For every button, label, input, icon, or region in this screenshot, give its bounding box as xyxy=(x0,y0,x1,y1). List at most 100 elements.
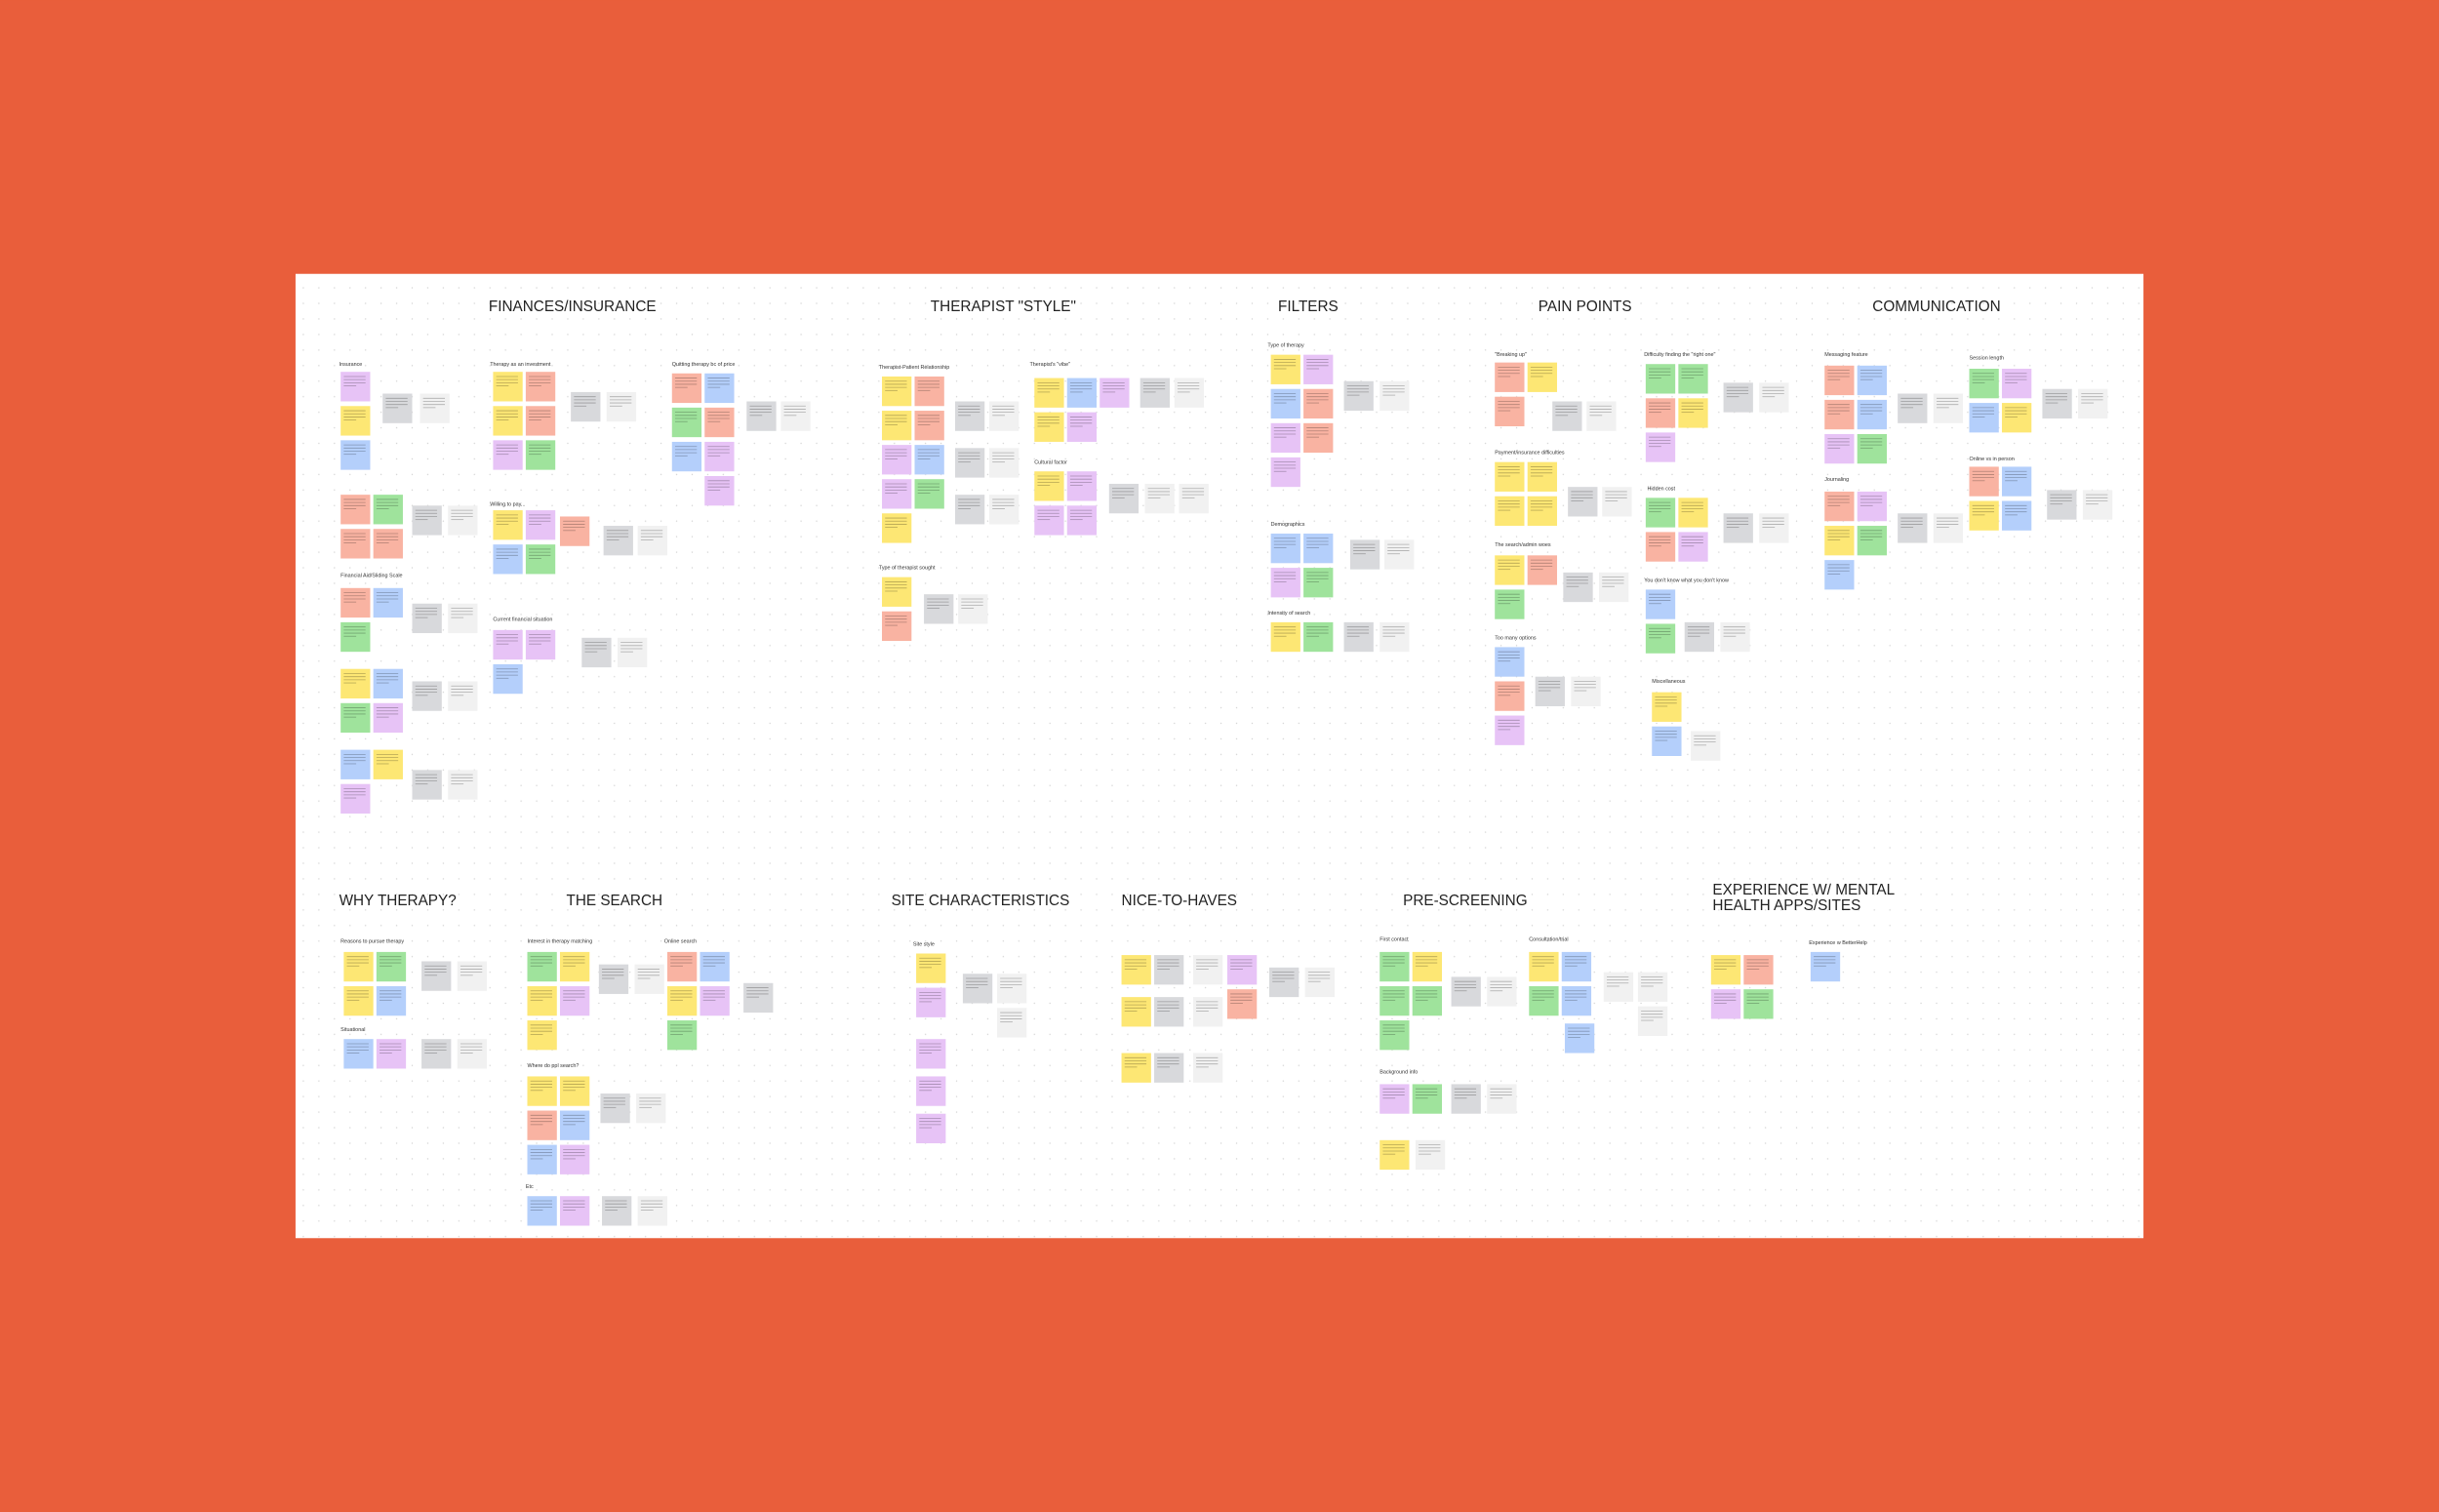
group-label: Situational xyxy=(340,1027,365,1033)
sticky-note xyxy=(1270,388,1300,419)
sticky-note xyxy=(1684,621,1715,653)
group-label: Online search xyxy=(664,938,697,944)
sticky-note xyxy=(671,373,702,404)
sticky-note xyxy=(1412,1084,1442,1114)
sticky-note xyxy=(1857,491,1887,522)
sticky-note xyxy=(1140,378,1170,408)
sticky-note xyxy=(1571,676,1601,706)
sticky-note xyxy=(882,445,912,475)
group-label: Type of therapy xyxy=(1267,343,1304,349)
section-title: THE SEARCH xyxy=(566,893,662,909)
section-title: EXPERIENCE W/ MENTAL HEALTH APPS/SITES xyxy=(1712,884,1894,914)
sticky-note xyxy=(1066,471,1098,501)
sticky-note xyxy=(493,510,523,540)
sticky-note xyxy=(1857,433,1887,464)
sticky-note xyxy=(1645,623,1676,654)
sticky-note xyxy=(1495,362,1525,392)
sticky-note xyxy=(1412,985,1442,1016)
sticky-note xyxy=(1384,539,1415,570)
sticky-note xyxy=(376,951,407,982)
sticky-note xyxy=(916,953,946,983)
group-label: Therapist's "vibe" xyxy=(1029,362,1070,368)
sticky-note xyxy=(2042,388,2072,419)
sticky-note xyxy=(1723,513,1753,543)
sticky-note xyxy=(571,391,601,422)
sticky-note xyxy=(1857,526,1887,556)
sticky-note xyxy=(340,495,371,525)
sticky-note xyxy=(1678,398,1708,428)
sticky-note xyxy=(1495,496,1525,527)
sticky-note xyxy=(1412,951,1442,982)
sticky-note xyxy=(914,376,944,407)
sticky-note xyxy=(1710,955,1741,985)
sticky-note xyxy=(1066,412,1098,442)
sticky-note xyxy=(376,985,407,1016)
sticky-note xyxy=(1527,555,1557,585)
sticky-note xyxy=(1451,976,1481,1007)
sticky-note xyxy=(989,401,1020,431)
sticky-note xyxy=(457,961,488,991)
group-label: Payment/insurance difficulties xyxy=(1495,451,1565,457)
sticky-note xyxy=(1603,972,1634,1002)
sticky-note xyxy=(1645,364,1676,394)
sticky-note xyxy=(448,681,478,711)
section-title: THERAPIST "STYLE" xyxy=(931,298,1076,315)
sticky-note xyxy=(1678,532,1708,562)
group-label: Current financial situation xyxy=(493,617,552,622)
group-label: Etc xyxy=(526,1184,534,1190)
sticky-note xyxy=(1303,534,1334,564)
sticky-note xyxy=(2047,490,2077,520)
sticky-note xyxy=(1303,388,1334,419)
sticky-note xyxy=(340,621,371,653)
group-label: Therapist-Patient Relationship xyxy=(879,365,949,371)
section-title: FINANCES/INSURANCE xyxy=(489,298,657,315)
sticky-note xyxy=(1144,483,1175,514)
sticky-note xyxy=(954,495,985,525)
sticky-note xyxy=(525,510,556,540)
sticky-note xyxy=(1451,1084,1481,1114)
labels: FINANCES/INSURANCE Insurance Therapy as an… xyxy=(340,298,2015,1190)
sticky-note xyxy=(1379,1020,1410,1051)
sticky-note xyxy=(1857,399,1887,430)
sticky-note xyxy=(1529,951,1559,982)
sticky-note xyxy=(636,1093,666,1124)
sticky-note xyxy=(666,985,698,1016)
sticky-note xyxy=(421,961,452,991)
group-label: Therapy as an investment xyxy=(490,362,551,368)
sticky-note xyxy=(1066,378,1098,408)
sticky-note xyxy=(916,1039,946,1069)
sticky-note xyxy=(962,974,993,1004)
sticky-note xyxy=(493,544,523,575)
sticky-note xyxy=(1034,471,1064,501)
sticky-note xyxy=(1495,555,1525,585)
sticky-note xyxy=(1527,496,1557,527)
sticky-note xyxy=(1645,589,1676,619)
sticky-note xyxy=(340,406,371,436)
sticky-note xyxy=(743,982,774,1014)
sticky-note xyxy=(1710,989,1741,1019)
sticky-note xyxy=(1495,461,1525,492)
sticky-note xyxy=(914,411,944,441)
sticky-note xyxy=(1824,399,1855,430)
sticky-note xyxy=(997,1008,1027,1038)
sticky-note xyxy=(1121,1053,1151,1083)
group-label: Journaling xyxy=(1824,477,1849,483)
sticky-note xyxy=(525,544,556,575)
sticky-note xyxy=(340,372,371,402)
sticky-note xyxy=(882,376,912,407)
sticky-note xyxy=(1527,461,1557,492)
sticky-note xyxy=(603,526,633,556)
sticky-note xyxy=(1561,985,1592,1016)
group-label: First contact xyxy=(1379,937,1409,943)
section-title: NICE-TO-HAVES xyxy=(1122,893,1237,909)
sticky-note xyxy=(1599,572,1629,603)
sticky-note xyxy=(1034,505,1064,536)
sticky-note xyxy=(1270,354,1300,384)
sticky-note xyxy=(1192,955,1223,985)
sticky-note xyxy=(559,1110,590,1140)
group-label: The search/admin woes xyxy=(1495,542,1551,548)
sticky-notes xyxy=(340,354,2113,1226)
sticky-note xyxy=(493,372,523,402)
sticky-note xyxy=(637,526,667,556)
sticky-note xyxy=(2078,388,2108,419)
